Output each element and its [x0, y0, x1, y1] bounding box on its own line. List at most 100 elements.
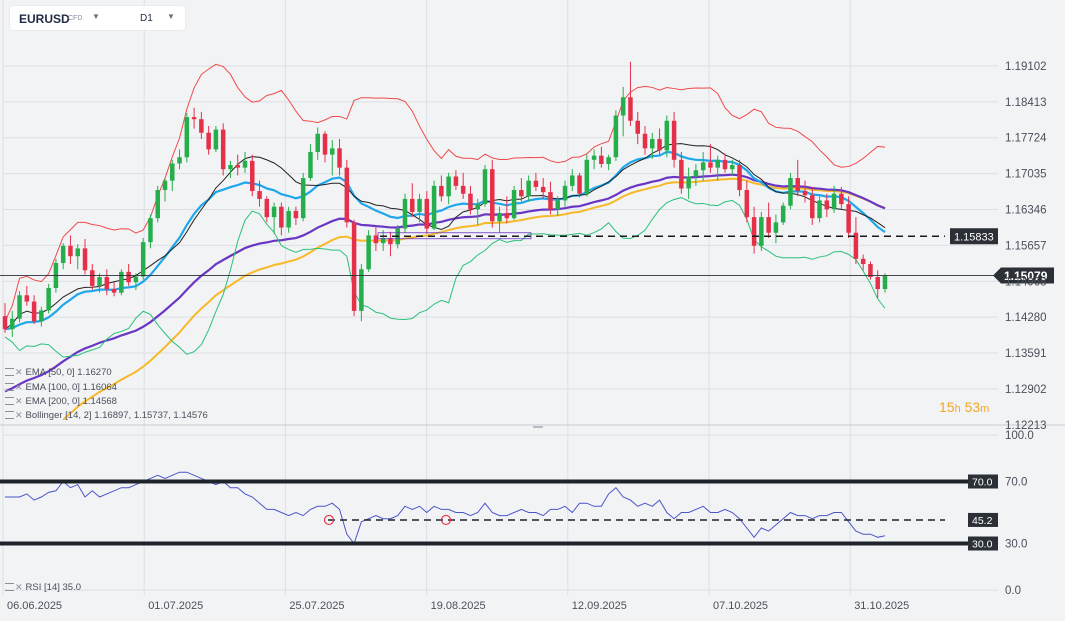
candle	[213, 125, 219, 153]
candle	[744, 180, 750, 223]
close-icon[interactable]: ✕	[15, 410, 23, 420]
candle	[708, 144, 713, 173]
candle	[199, 111, 204, 139]
price-tick-label: 1.12902	[1005, 384, 1047, 396]
countdown-minutes-unit: m	[980, 403, 990, 415]
candle	[715, 155, 720, 181]
time-axis[interactable]: 06.06.2025 01.07.2025 25.07.2025 19.08.2025…	[7, 600, 909, 612]
candle	[533, 172, 539, 192]
candle	[424, 191, 430, 234]
legend-ema100[interactable]: ✕ EMA [100, 0] 1.16064	[5, 382, 117, 393]
close-icon[interactable]: ✕	[15, 396, 23, 406]
candle	[17, 291, 22, 323]
candle	[788, 172, 793, 210]
candle	[75, 244, 80, 270]
legend-rsi[interactable]: ✕ RSI [14] 35.0	[5, 582, 81, 593]
candle	[10, 310, 15, 337]
candle	[468, 185, 473, 215]
candle	[257, 180, 262, 207]
price-tick-label: 1.12213	[1005, 420, 1047, 432]
candle	[235, 154, 240, 176]
close-icon[interactable]: ✕	[15, 367, 23, 377]
close-icon[interactable]: ✕	[15, 382, 23, 392]
rsi-level-tag	[968, 512, 998, 527]
candle	[519, 178, 524, 202]
symbol-name[interactable]: EURUSD	[19, 12, 70, 26]
rsi-level-label: 70.0	[972, 477, 993, 489]
settings-icon[interactable]	[5, 583, 14, 592]
price-axis[interactable]: 1.19102 1.18413 1.17724 1.17035 1.16346 1.156…	[1005, 61, 1047, 432]
rsi-marker	[323, 514, 335, 526]
candle	[206, 125, 211, 155]
candle	[184, 112, 190, 163]
candle	[97, 273, 102, 293]
candle	[460, 172, 466, 199]
candle	[271, 202, 277, 234]
rsi-level-tag	[968, 536, 998, 551]
candle	[780, 202, 786, 225]
candle	[315, 127, 320, 160]
candle	[504, 196, 510, 224]
candle	[351, 219, 357, 317]
interval-selector[interactable]: D1	[140, 13, 153, 24]
ema50-line	[4, 150, 886, 331]
candle	[155, 185, 160, 223]
candle	[453, 170, 459, 191]
settings-icon[interactable]	[5, 383, 14, 392]
candle	[737, 159, 742, 197]
price-levels: 1.15833 1.15079	[0, 228, 1054, 284]
price-tick-label: 1.19102	[1005, 61, 1047, 73]
candle	[264, 196, 270, 223]
candle	[599, 146, 604, 168]
settings-icon[interactable]	[5, 411, 14, 420]
symbol-dropdown-icon[interactable]: ▼	[92, 12, 100, 21]
candle	[2, 303, 8, 333]
close-icon[interactable]: ✕	[15, 582, 23, 592]
candle	[657, 128, 662, 155]
candle	[490, 159, 495, 228]
level-price-label: 1.15833	[954, 231, 994, 243]
candle	[584, 154, 590, 197]
candle	[860, 254, 866, 271]
legend-ema200-label: EMA [200, 0] 1.14568	[25, 396, 117, 407]
candle	[722, 153, 728, 173]
candle	[548, 181, 553, 215]
candle	[250, 154, 255, 197]
candle	[242, 152, 248, 173]
price-tick-label: 1.18413	[1005, 97, 1047, 109]
candle	[497, 206, 502, 233]
legend-bollinger[interactable]: ✕ Bollinger [14, 2] 1.16897, 1.15737, 1.1…	[5, 410, 208, 421]
candle	[882, 273, 888, 293]
panel-resize-handle[interactable]	[533, 426, 543, 428]
settings-icon[interactable]	[5, 397, 14, 406]
rsi-line	[5, 471, 886, 545]
candle	[417, 193, 422, 223]
legend-ema50[interactable]: ✕ EMA [50, 0] 1.16270	[5, 367, 112, 378]
candle	[875, 270, 880, 298]
candle	[170, 159, 175, 192]
candle	[482, 165, 488, 207]
candle	[388, 231, 393, 257]
settings-icon[interactable]	[5, 368, 14, 377]
candle	[700, 152, 706, 181]
candle	[766, 202, 771, 238]
candle	[191, 107, 197, 129]
candle	[293, 206, 299, 225]
highlight-box	[377, 232, 532, 240]
candle	[526, 175, 531, 202]
rsi-panel[interactable]: 100.0 70.0 30.0 0.0 70.0 45.2 30.0	[0, 430, 1034, 597]
candle	[475, 198, 480, 225]
candle	[431, 180, 437, 231]
candle	[577, 172, 582, 198]
candle	[366, 230, 371, 272]
candle	[300, 172, 306, 222]
legend-ema200[interactable]: ✕ EMA [200, 0] 1.14568	[5, 396, 117, 407]
price-tick-label: 1.13591	[1005, 348, 1047, 360]
price-tick-label: 1.14968	[1005, 276, 1047, 288]
time-tick-label: 01.07.2025	[148, 600, 203, 612]
interval-dropdown-icon[interactable]: ▼	[167, 12, 175, 21]
candle	[140, 237, 146, 280]
candle	[119, 269, 124, 296]
candle	[162, 178, 168, 202]
